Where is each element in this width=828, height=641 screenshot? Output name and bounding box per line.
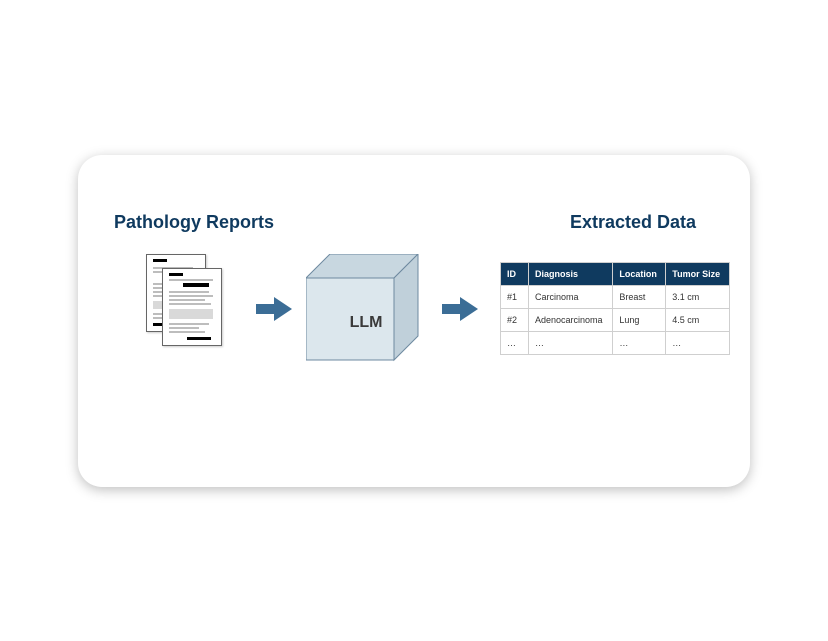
table-row: #1 Carcinoma Breast 3.1 cm: [501, 286, 730, 309]
documents-icon: [140, 254, 236, 362]
table-cell: Carcinoma: [529, 286, 613, 309]
table-cell: …: [666, 332, 730, 355]
llm-cube-icon: [306, 254, 426, 364]
table-header-id: ID: [501, 263, 529, 286]
document-page-front: [162, 268, 222, 346]
title-extracted-data: Extracted Data: [570, 212, 696, 233]
extracted-data-table: ID Diagnosis Location Tumor Size #1 Carc…: [500, 262, 730, 355]
table-cell: Breast: [613, 286, 666, 309]
table-cell: …: [613, 332, 666, 355]
table-cell: …: [529, 332, 613, 355]
table-cell: Lung: [613, 309, 666, 332]
table-cell: #2: [501, 309, 529, 332]
table-header-row: ID Diagnosis Location Tumor Size: [501, 263, 730, 286]
table-cell: #1: [501, 286, 529, 309]
table-cell: Adenocarcinoma: [529, 309, 613, 332]
table-cell: 3.1 cm: [666, 286, 730, 309]
table-row: #2 Adenocarcinoma Lung 4.5 cm: [501, 309, 730, 332]
table-header-diagnosis: Diagnosis: [529, 263, 613, 286]
table-row: … … … …: [501, 332, 730, 355]
llm-label: LLM: [336, 314, 396, 332]
table-header-tumor-size: Tumor Size: [666, 263, 730, 286]
title-pathology-reports: Pathology Reports: [114, 212, 274, 233]
arrow-icon: [442, 295, 478, 323]
arrow-icon: [256, 295, 292, 323]
table-header-location: Location: [613, 263, 666, 286]
table-cell: 4.5 cm: [666, 309, 730, 332]
table-cell: …: [501, 332, 529, 355]
